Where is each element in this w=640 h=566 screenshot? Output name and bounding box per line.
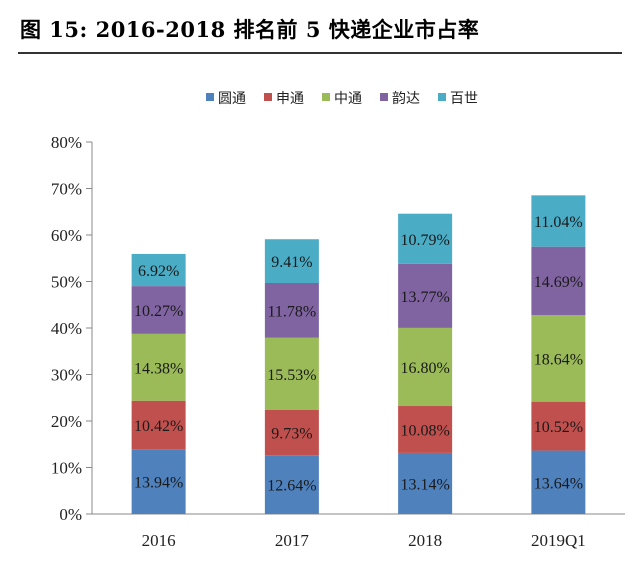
- bar-segment: [264, 282, 319, 338]
- data-label: 6.92%: [138, 263, 179, 280]
- title-rule: [18, 52, 622, 54]
- legend-label: 圆通: [218, 91, 246, 107]
- data-label: 15.53%: [267, 367, 316, 384]
- legend-label: 韵达: [392, 91, 420, 107]
- bar-segment: [131, 333, 186, 401]
- bar-segment: [398, 406, 453, 453]
- legend: 圆通 申通 中通 韵达 百世: [206, 91, 478, 107]
- y-tick-label: 10%: [51, 459, 82, 478]
- legend-label: 百世: [450, 91, 478, 107]
- bar-segment: [131, 400, 186, 450]
- data-label: 11.78%: [268, 303, 317, 320]
- legend-swatch: [380, 93, 388, 101]
- data-label: 16.80%: [400, 360, 449, 377]
- data-label: 13.77%: [400, 289, 449, 306]
- data-label: 9.41%: [271, 254, 312, 271]
- y-tick-label: 60%: [51, 226, 82, 245]
- data-label: 14.69%: [534, 274, 583, 291]
- data-label: 11.04%: [534, 214, 583, 231]
- bar-segment: [131, 253, 186, 287]
- x-tick-label: 2016: [142, 531, 176, 550]
- bar-segment: [531, 450, 586, 514]
- data-label: 10.52%: [534, 419, 583, 436]
- bars: 13.94% 10.42% 14.38% 10.27% 6.92% 12.64% 9.73%…: [131, 195, 586, 514]
- legend-swatch: [264, 93, 272, 101]
- bar-segment: [131, 449, 186, 514]
- bar-segment: [264, 409, 319, 456]
- legend-swatch: [438, 93, 446, 101]
- x-tick-label: 2019Q1: [531, 531, 586, 550]
- data-label: 10.08%: [400, 422, 449, 439]
- bar-segment: [531, 195, 586, 247]
- data-label: 10.79%: [400, 232, 449, 249]
- data-label: 13.14%: [400, 476, 449, 493]
- legend-swatch: [322, 93, 330, 101]
- data-label: 10.42%: [134, 418, 183, 435]
- data-label: 14.38%: [134, 360, 183, 377]
- bar-segment: [398, 452, 453, 514]
- bar-segment: [264, 337, 319, 410]
- y-tick-label: 80%: [51, 133, 82, 152]
- y-tick-label: 30%: [51, 366, 82, 385]
- legend-label: 中通: [334, 91, 362, 107]
- legend-swatch: [206, 93, 214, 101]
- data-label: 9.73%: [271, 426, 312, 443]
- data-label: 18.64%: [534, 351, 583, 368]
- data-label: 13.94%: [134, 475, 183, 492]
- y-tick-label: 70%: [51, 180, 82, 199]
- y-tick-label: 40%: [51, 319, 82, 338]
- data-label: 13.64%: [534, 475, 583, 492]
- bar-segment: [398, 263, 453, 328]
- x-tick-label: 2017: [275, 531, 310, 550]
- data-label: 10.27%: [134, 303, 183, 320]
- bar-segment: [531, 246, 586, 315]
- bar-segment: [531, 401, 586, 451]
- figure-title: 图 15: 2016-2018 排名前 5 快递企业市占率: [20, 17, 480, 42]
- bar-segment: [264, 239, 319, 283]
- y-tick-label: 20%: [51, 412, 82, 431]
- bar-segment: [131, 286, 186, 334]
- bar-segment: [264, 455, 319, 514]
- legend-label: 申通: [276, 91, 304, 107]
- bar-segment: [398, 327, 453, 407]
- x-tick-label: 2018: [408, 531, 442, 550]
- bar-segment: [398, 213, 453, 264]
- y-tick-label: 0%: [59, 505, 82, 524]
- bar-segment: [531, 314, 586, 402]
- y-tick-label: 50%: [51, 273, 82, 292]
- data-label: 12.64%: [267, 478, 316, 495]
